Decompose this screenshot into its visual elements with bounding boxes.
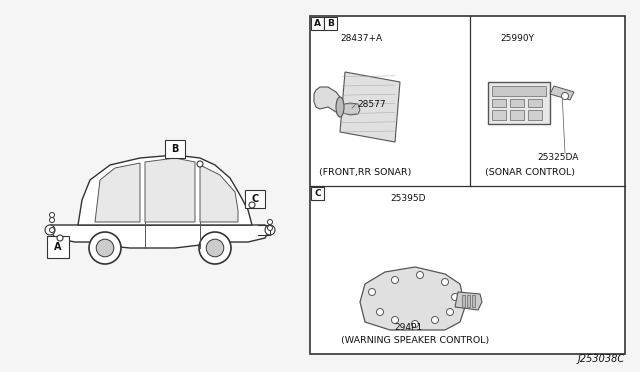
Circle shape: [45, 225, 55, 235]
Circle shape: [49, 212, 54, 218]
Text: B: B: [172, 144, 179, 154]
Circle shape: [265, 225, 275, 235]
Text: 28577: 28577: [357, 99, 386, 109]
Bar: [492, 86, 546, 96]
Text: C: C: [252, 194, 259, 204]
Bar: [492, 110, 506, 120]
Polygon shape: [50, 225, 270, 248]
Bar: [492, 99, 506, 107]
Bar: [467, 295, 470, 307]
Text: 25325DA: 25325DA: [538, 153, 579, 161]
Text: J253038C: J253038C: [578, 354, 625, 364]
Circle shape: [57, 235, 63, 241]
Circle shape: [442, 279, 449, 285]
Ellipse shape: [336, 97, 344, 117]
Bar: [510, 99, 524, 107]
Text: (WARNING SPEAKER CONTROL): (WARNING SPEAKER CONTROL): [341, 336, 489, 344]
Circle shape: [392, 276, 399, 283]
Circle shape: [268, 219, 273, 224]
Polygon shape: [145, 158, 195, 222]
Text: 25990Y: 25990Y: [500, 33, 534, 42]
Text: A: A: [314, 19, 321, 28]
Circle shape: [561, 93, 568, 99]
Bar: [311, 187, 324, 200]
Text: (FRONT,RR SONAR): (FRONT,RR SONAR): [319, 167, 411, 176]
Circle shape: [412, 321, 419, 327]
Text: 294P1: 294P1: [394, 324, 422, 333]
Circle shape: [376, 308, 383, 315]
Text: C: C: [314, 189, 321, 198]
Polygon shape: [455, 292, 482, 310]
Bar: [528, 99, 542, 107]
Polygon shape: [314, 87, 340, 117]
Bar: [472, 295, 475, 307]
Text: (SONAR CONTROL): (SONAR CONTROL): [485, 167, 575, 176]
Polygon shape: [360, 267, 465, 330]
Circle shape: [49, 218, 54, 222]
Text: A: A: [54, 242, 61, 252]
Circle shape: [369, 289, 376, 295]
Bar: [528, 110, 542, 120]
Circle shape: [249, 202, 255, 208]
Bar: [310, 16, 625, 354]
Bar: [324, 17, 337, 30]
Polygon shape: [340, 103, 360, 115]
Text: B: B: [327, 19, 334, 28]
Circle shape: [206, 239, 224, 257]
Bar: [245, 190, 265, 208]
Circle shape: [96, 239, 114, 257]
Bar: [462, 295, 465, 307]
Circle shape: [199, 232, 231, 264]
Bar: [165, 140, 185, 158]
Circle shape: [268, 225, 273, 231]
Circle shape: [417, 272, 424, 279]
Bar: [311, 17, 324, 30]
Bar: [510, 110, 524, 120]
Polygon shape: [95, 163, 140, 222]
Text: 25395D: 25395D: [390, 193, 426, 202]
Polygon shape: [78, 155, 252, 225]
Circle shape: [392, 317, 399, 324]
Circle shape: [447, 308, 454, 315]
Circle shape: [431, 317, 438, 324]
Circle shape: [49, 228, 54, 232]
Bar: [488, 82, 550, 124]
Polygon shape: [200, 165, 238, 222]
Circle shape: [89, 232, 121, 264]
Text: 28437+A: 28437+A: [340, 33, 382, 42]
Polygon shape: [340, 72, 400, 142]
Bar: [47, 236, 69, 258]
Polygon shape: [550, 86, 574, 100]
Circle shape: [197, 161, 203, 167]
Circle shape: [451, 294, 458, 301]
